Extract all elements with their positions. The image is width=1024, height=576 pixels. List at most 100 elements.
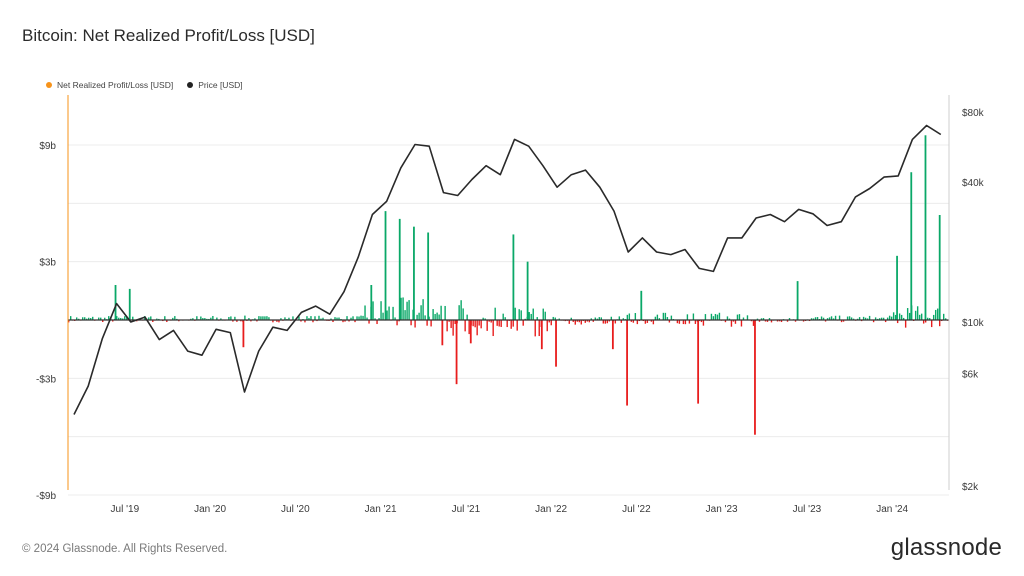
nrpl-bar [406,301,408,320]
nrpl-bar [288,317,290,320]
nrpl-bar [816,317,819,320]
nrpl-bar-peak [455,320,458,385]
nrpl-bar [634,313,637,320]
legend-item-price[interactable]: Price [USD] [187,80,243,90]
nrpl-bar [714,313,717,320]
nrpl-bar [454,320,456,324]
nrpl-bar [770,320,773,323]
nrpl-bar [292,316,294,320]
nrpl-bar [318,315,320,320]
nrpl-bar [490,320,492,323]
nrpl-bar [216,317,218,320]
nrpl-bar [740,320,743,327]
nrpl-bar [84,317,86,320]
legend-item-nrpl[interactable]: Net Realized Profit/Loss [USD] [46,80,173,90]
nrpl-bar [766,320,769,322]
nrpl-bar [496,320,498,326]
nrpl-bar [116,316,118,320]
nrpl-bar [358,316,360,320]
nrpl-bar [418,312,420,320]
nrpl-bar [336,317,338,320]
nrpl-bar [476,320,478,336]
nrpl-bar [354,320,356,323]
nrpl-bar [610,316,613,320]
nrpl-bar [544,311,546,320]
nrpl-bar [400,297,402,320]
nrpl-bar [172,317,174,320]
nrpl-bar [306,316,308,320]
x-axis-ticks: Jul '19 Jan '20 Jul '20 Jan '21 Jul '21 Jan '… [111,504,909,515]
nrpl-bar [626,314,629,320]
nrpl-bar [666,317,669,320]
nrpl-bar [408,300,410,320]
nrpl-bar [742,317,745,320]
nrpl-bar [650,320,653,322]
nrpl-bar [794,320,797,322]
nrpl-bar-peak [640,290,643,320]
nrpl-bar [632,320,635,323]
nrpl-bar [320,318,322,320]
legend-label-nrpl: Net Realized Profit/Loss [USD] [57,80,174,90]
nrpl-bars [68,135,949,435]
nrpl-bar [374,318,376,320]
price-line [73,124,942,415]
nrpl-bar [568,320,570,324]
nrpl-bar [938,320,941,327]
nrpl-bar [752,320,755,326]
nrpl-bar-peak [924,135,927,320]
nrpl-bar [284,317,286,320]
nrpl-bar-peak [370,285,373,320]
nrpl-bar [746,315,749,320]
chart-title: Bitcoin: Net Realized Profit/Loss [USD] [22,26,315,45]
nrpl-bar [492,320,494,337]
nrpl-bar [764,320,767,322]
nrpl-bar [868,315,871,320]
nrpl-bar [846,316,849,320]
nrpl-bar [652,320,655,325]
nrpl-bar [376,320,378,325]
nrpl-bar [466,314,468,320]
nrpl-bar [512,320,514,327]
nrpl-bar [434,313,436,320]
nrpl-bar [686,314,689,320]
nrpl-bar [644,320,647,324]
nrpl-bar [810,318,813,320]
nrpl-bar [100,317,102,320]
nrpl-bar [826,318,829,320]
nrpl-bar [834,315,837,320]
nrpl-bar [838,315,841,320]
nrpl-bar [392,306,394,320]
glassnode-logo[interactable]: glassnode [890,534,1002,561]
nrpl-bar [388,306,390,320]
left-tick-label: -$3b [36,374,56,385]
nrpl-bar [378,318,380,320]
nrpl-bar [322,317,324,320]
nrpl-bar [362,315,364,320]
nrpl-bar [500,320,502,327]
nrpl-bar [262,316,264,320]
nrpl-bar [920,313,923,320]
nrpl-bar [732,320,735,322]
nrpl-bar [692,313,695,320]
nrpl-bar [244,315,246,320]
nrpl-bar [862,316,865,320]
nrpl-bar [264,316,266,320]
nrpl-bar [510,320,512,329]
nrpl-bar [68,320,70,323]
nrpl-bar [884,320,887,323]
nrpl-bar [76,317,78,320]
nrpl-bar [618,316,621,320]
nrpl-bar [524,318,526,320]
nrpl-bar [584,320,586,323]
nrpl-bar [304,320,306,323]
nrpl-bar [898,313,901,320]
nrpl-bar [880,317,883,320]
nrpl-bar [334,317,336,320]
nrpl-bar [346,316,348,320]
nrpl-bar [112,320,114,322]
nrpl-bar [750,320,753,322]
nrpl-bar [914,310,917,320]
nrpl-bar [904,320,907,328]
nrpl-bar [780,320,783,323]
nrpl-bar [480,320,482,329]
